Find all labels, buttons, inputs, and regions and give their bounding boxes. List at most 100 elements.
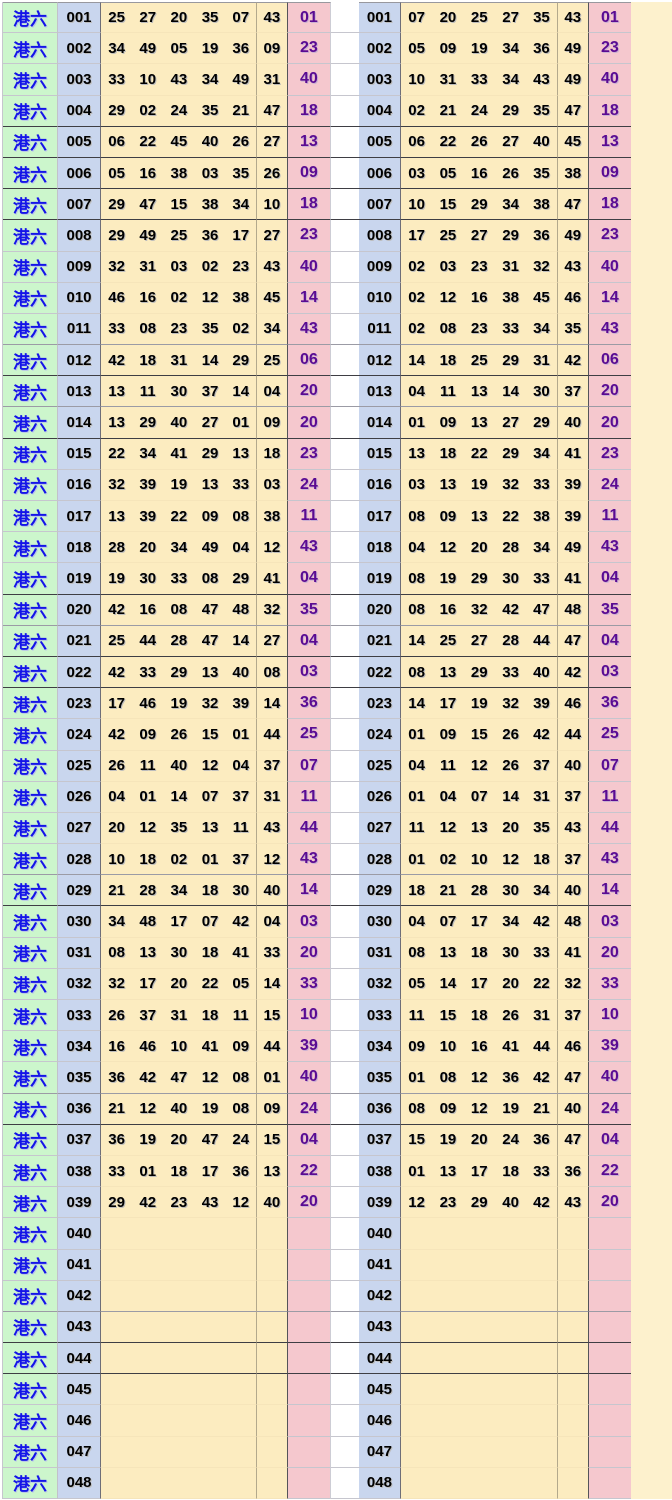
- draw-row: 港六 012 42 18 31 14 29 25 06: [3, 345, 359, 377]
- draw-row: 001 07 20 25 27 35 43 01: [358, 2, 672, 34]
- number-cell: 42: [526, 1062, 558, 1094]
- number-cell: 09: [432, 501, 464, 533]
- number-cell: 34: [526, 532, 558, 564]
- number-cell: 21: [526, 1093, 558, 1125]
- number-cell: [557, 1218, 589, 1250]
- number-cell: 13: [463, 501, 495, 533]
- special-number-cell: [287, 1249, 331, 1281]
- period-cell: 035: [358, 1062, 401, 1094]
- number-cell: 13: [463, 812, 495, 845]
- number-cell: 19: [432, 563, 464, 595]
- number-cell: [526, 1374, 558, 1406]
- draw-row: 港六 034 16 46 10 41 09 44 39: [3, 1031, 359, 1063]
- draw-row: 港六 017 13 39 22 09 08 38 11: [3, 501, 359, 533]
- period-cell: 044: [58, 1343, 101, 1375]
- special-number-cell: 23: [287, 33, 331, 65]
- number-cell: 33: [526, 1155, 558, 1188]
- right-filler-cell: [630, 1311, 672, 1344]
- period-cell: 007: [358, 189, 401, 221]
- period-cell: 034: [58, 1031, 101, 1063]
- number-cell: 15: [256, 1000, 288, 1032]
- number-cell: 04: [225, 532, 257, 564]
- number-cell: 35: [526, 812, 558, 845]
- draw-row: 港六 040: [3, 1218, 359, 1250]
- special-number-cell: 20: [287, 937, 331, 969]
- special-number-cell: 07: [588, 750, 631, 782]
- special-number-cell: 14: [588, 282, 631, 314]
- number-cell: 01: [132, 781, 164, 813]
- number-cell: [432, 1436, 464, 1468]
- number-cell: 38: [494, 282, 527, 314]
- special-number-cell: 11: [287, 781, 331, 813]
- draw-row: 港六 033 26 37 31 18 11 15 10: [3, 1000, 359, 1032]
- number-cell: [225, 1467, 257, 1499]
- special-number-cell: 24: [287, 469, 331, 501]
- draw-row: 港六 038 33 01 18 17 36 13 22: [3, 1155, 359, 1188]
- number-cell: 37: [557, 844, 589, 876]
- number-cell: 12: [194, 750, 226, 782]
- period-cell: 026: [358, 781, 401, 813]
- table-gap-cell: [330, 594, 359, 626]
- number-cell: 33: [132, 656, 164, 689]
- table-gap-cell: [330, 33, 359, 65]
- number-cell: 47: [194, 1124, 226, 1156]
- number-cell: 30: [132, 563, 164, 595]
- period-cell: 036: [358, 1093, 401, 1125]
- number-cell: 36: [526, 1124, 558, 1156]
- number-cell: 34: [256, 313, 288, 346]
- special-number-cell: [588, 1343, 631, 1375]
- number-cell: 24: [494, 1124, 527, 1156]
- number-cell: 01: [194, 844, 226, 876]
- special-number-cell: 14: [287, 875, 331, 907]
- number-cell: [526, 1467, 558, 1499]
- number-cell: 41: [557, 937, 589, 969]
- special-number-cell: 23: [588, 438, 631, 470]
- special-number-cell: 20: [588, 407, 631, 439]
- number-cell: 47: [526, 594, 558, 626]
- number-cell: 23: [463, 313, 495, 346]
- number-cell: 08: [225, 1062, 257, 1094]
- market-label-cell: 港六: [3, 1311, 58, 1344]
- period-cell: 046: [58, 1405, 101, 1437]
- number-cell: 33: [225, 469, 257, 501]
- number-cell: 23: [463, 251, 495, 283]
- number-cell: [225, 1249, 257, 1281]
- number-cell: 29: [101, 220, 133, 252]
- number-cell: [101, 1436, 133, 1468]
- draw-row: 044: [358, 1343, 672, 1375]
- number-cell: [194, 1280, 226, 1312]
- period-cell: 045: [58, 1374, 101, 1406]
- number-cell: 03: [163, 251, 195, 283]
- number-cell: 30: [494, 937, 527, 969]
- draw-row: 港六 020 42 16 08 47 48 32 35: [3, 594, 359, 626]
- table-gap-cell: [330, 812, 359, 845]
- number-cell: [557, 1467, 589, 1499]
- number-cell: 45: [256, 282, 288, 314]
- period-cell: 004: [358, 95, 401, 127]
- number-cell: 19: [494, 1093, 527, 1125]
- draw-row: 040: [358, 1218, 672, 1250]
- special-number-cell: 03: [588, 656, 631, 689]
- special-number-cell: 18: [588, 189, 631, 221]
- special-number-cell: 18: [287, 95, 331, 127]
- special-number-cell: [588, 1311, 631, 1344]
- number-cell: [526, 1218, 558, 1250]
- number-cell: 43: [256, 812, 288, 845]
- special-number-cell: 40: [588, 251, 631, 283]
- number-cell: 20: [163, 968, 195, 1000]
- draw-row: 港六 025 26 11 40 12 04 37 07: [3, 750, 359, 782]
- market-label-cell: 港六: [3, 844, 58, 876]
- number-cell: 36: [557, 1155, 589, 1188]
- number-cell: 02: [132, 95, 164, 127]
- number-cell: 18: [256, 438, 288, 470]
- number-cell: 33: [526, 563, 558, 595]
- number-cell: [400, 1280, 433, 1312]
- number-cell: 22: [101, 438, 133, 470]
- period-cell: 039: [358, 1187, 401, 1219]
- special-number-cell: 20: [588, 376, 631, 408]
- special-number-cell: 09: [287, 157, 331, 190]
- number-cell: 40: [194, 126, 226, 158]
- number-cell: 40: [163, 750, 195, 782]
- number-cell: 27: [256, 625, 288, 657]
- right-filler-cell: [630, 875, 672, 907]
